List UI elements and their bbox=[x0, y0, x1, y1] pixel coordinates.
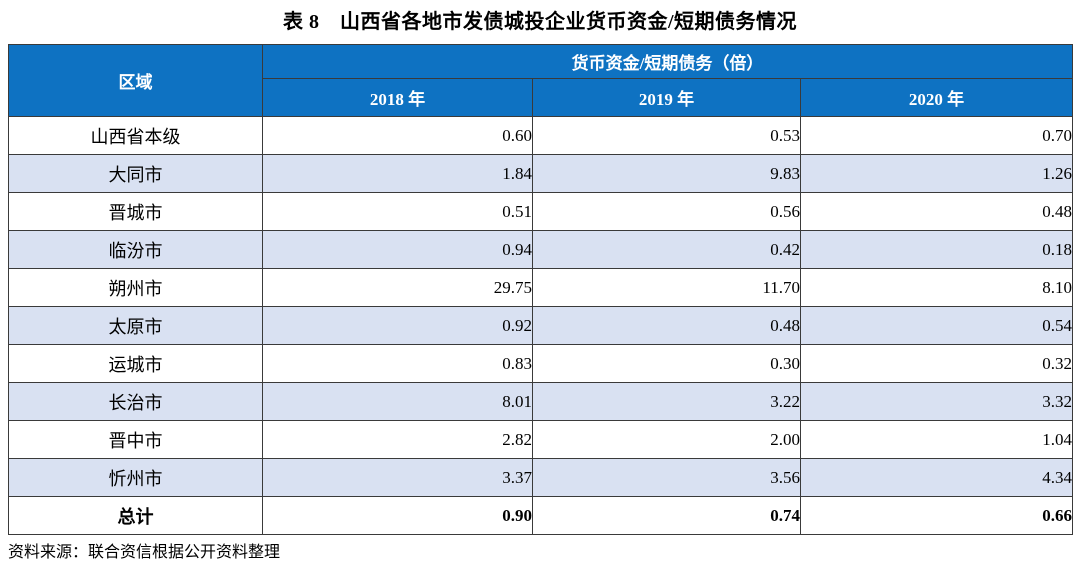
value-cell-2019: 0.48 bbox=[532, 306, 801, 345]
region-cell: 晋城市 bbox=[8, 192, 263, 231]
money-debt-table: 区域 货币资金/短期债务（倍） 2018 年 2019 年 2020 年 山西省… bbox=[8, 44, 1074, 535]
value-cell-2018: 0.51 bbox=[262, 192, 533, 231]
value-cell-2020: 0.66 bbox=[799, 496, 1074, 535]
table-row-changzhi: 长治市 8.01 3.22 3.32 bbox=[8, 382, 1074, 421]
table-row-total: 总计 0.90 0.74 0.66 bbox=[8, 496, 1074, 535]
table-row-taiyuan: 太原市 0.92 0.48 0.54 bbox=[8, 306, 1074, 345]
region-cell: 朔州市 bbox=[8, 268, 263, 307]
source-note: 资料来源：联合资信根据公开资料整理 bbox=[8, 544, 281, 561]
table-body: 山西省本级 0.60 0.53 0.70 大同市 1.84 9.83 1.26 … bbox=[8, 116, 1074, 535]
column-header-region: 区域 bbox=[8, 44, 263, 117]
value-cell-2020: 4.34 bbox=[799, 458, 1074, 497]
value-cell-2018: 0.90 bbox=[262, 496, 533, 535]
value-cell-2019: 3.56 bbox=[532, 458, 801, 497]
value-cell-2018: 0.83 bbox=[262, 344, 533, 383]
table-row-linfen: 临汾市 0.94 0.42 0.18 bbox=[8, 230, 1074, 269]
value-cell-2018: 0.94 bbox=[262, 230, 533, 269]
table-row-jincheng: 晋城市 0.51 0.56 0.48 bbox=[8, 192, 1074, 231]
value-cell-2019: 11.70 bbox=[532, 268, 801, 307]
table-row-yuncheng: 运城市 0.83 0.30 0.32 bbox=[8, 344, 1074, 383]
table-row-shanxi-provincial: 山西省本级 0.60 0.53 0.70 bbox=[8, 116, 1074, 155]
value-cell-2018: 0.60 bbox=[262, 116, 533, 155]
column-header-2020: 2020 年 bbox=[799, 78, 1074, 117]
value-cell-2018: 29.75 bbox=[262, 268, 533, 307]
value-cell-2020: 8.10 bbox=[799, 268, 1074, 307]
table-row-datong: 大同市 1.84 9.83 1.26 bbox=[8, 154, 1074, 193]
table-header: 区域 货币资金/短期债务（倍） 2018 年 2019 年 2020 年 bbox=[8, 44, 1074, 117]
value-cell-2020: 0.70 bbox=[799, 116, 1074, 155]
table-title: 表 8 山西省各地市发债城投企业货币资金/短期债务情况 bbox=[282, 11, 798, 33]
header-row-group: 区域 货币资金/短期债务（倍） bbox=[8, 44, 1074, 117]
value-cell-2018: 0.92 bbox=[262, 306, 533, 345]
value-cell-2019: 3.22 bbox=[532, 382, 801, 421]
value-cell-2020: 3.32 bbox=[799, 382, 1074, 421]
value-cell-2018: 1.84 bbox=[262, 154, 533, 193]
region-cell: 山西省本级 bbox=[8, 116, 263, 155]
value-cell-2019: 0.42 bbox=[532, 230, 801, 269]
column-header-2018: 2018 年 bbox=[262, 78, 533, 117]
value-cell-2019: 0.53 bbox=[532, 116, 801, 155]
value-cell-2019: 2.00 bbox=[532, 420, 801, 459]
region-cell: 临汾市 bbox=[8, 230, 263, 269]
region-cell: 总计 bbox=[8, 496, 263, 535]
region-cell: 晋中市 bbox=[8, 420, 263, 459]
value-cell-2019: 9.83 bbox=[532, 154, 801, 193]
value-cell-2020: 0.32 bbox=[799, 344, 1074, 383]
value-cell-2020: 0.48 bbox=[799, 192, 1074, 231]
value-cell-2018: 3.37 bbox=[262, 458, 533, 497]
value-cell-2018: 8.01 bbox=[262, 382, 533, 421]
table-row-shuozhou: 朔州市 29.75 11.70 8.10 bbox=[8, 268, 1074, 307]
value-cell-2020: 1.04 bbox=[799, 420, 1074, 459]
value-cell-2019: 0.30 bbox=[532, 344, 801, 383]
region-cell: 忻州市 bbox=[8, 458, 263, 497]
value-cell-2020: 1.26 bbox=[799, 154, 1074, 193]
value-cell-2018: 2.82 bbox=[262, 420, 533, 459]
table-row-jinzhong: 晋中市 2.82 2.00 1.04 bbox=[8, 420, 1074, 459]
column-header-2019: 2019 年 bbox=[532, 78, 801, 117]
region-cell: 长治市 bbox=[8, 382, 263, 421]
region-cell: 大同市 bbox=[8, 154, 263, 193]
value-cell-2019: 0.74 bbox=[532, 496, 801, 535]
column-header-group: 货币资金/短期债务（倍） bbox=[261, 44, 1074, 79]
region-cell: 太原市 bbox=[8, 306, 263, 345]
region-cell: 运城市 bbox=[8, 344, 263, 383]
value-cell-2020: 0.18 bbox=[799, 230, 1074, 269]
table-row-xinzhou: 忻州市 3.37 3.56 4.34 bbox=[8, 458, 1074, 497]
header-row-years: 2018 年 2019 年 2020 年 bbox=[9, 78, 1074, 117]
value-cell-2020: 0.54 bbox=[799, 306, 1074, 345]
value-cell-2019: 0.56 bbox=[532, 192, 801, 231]
